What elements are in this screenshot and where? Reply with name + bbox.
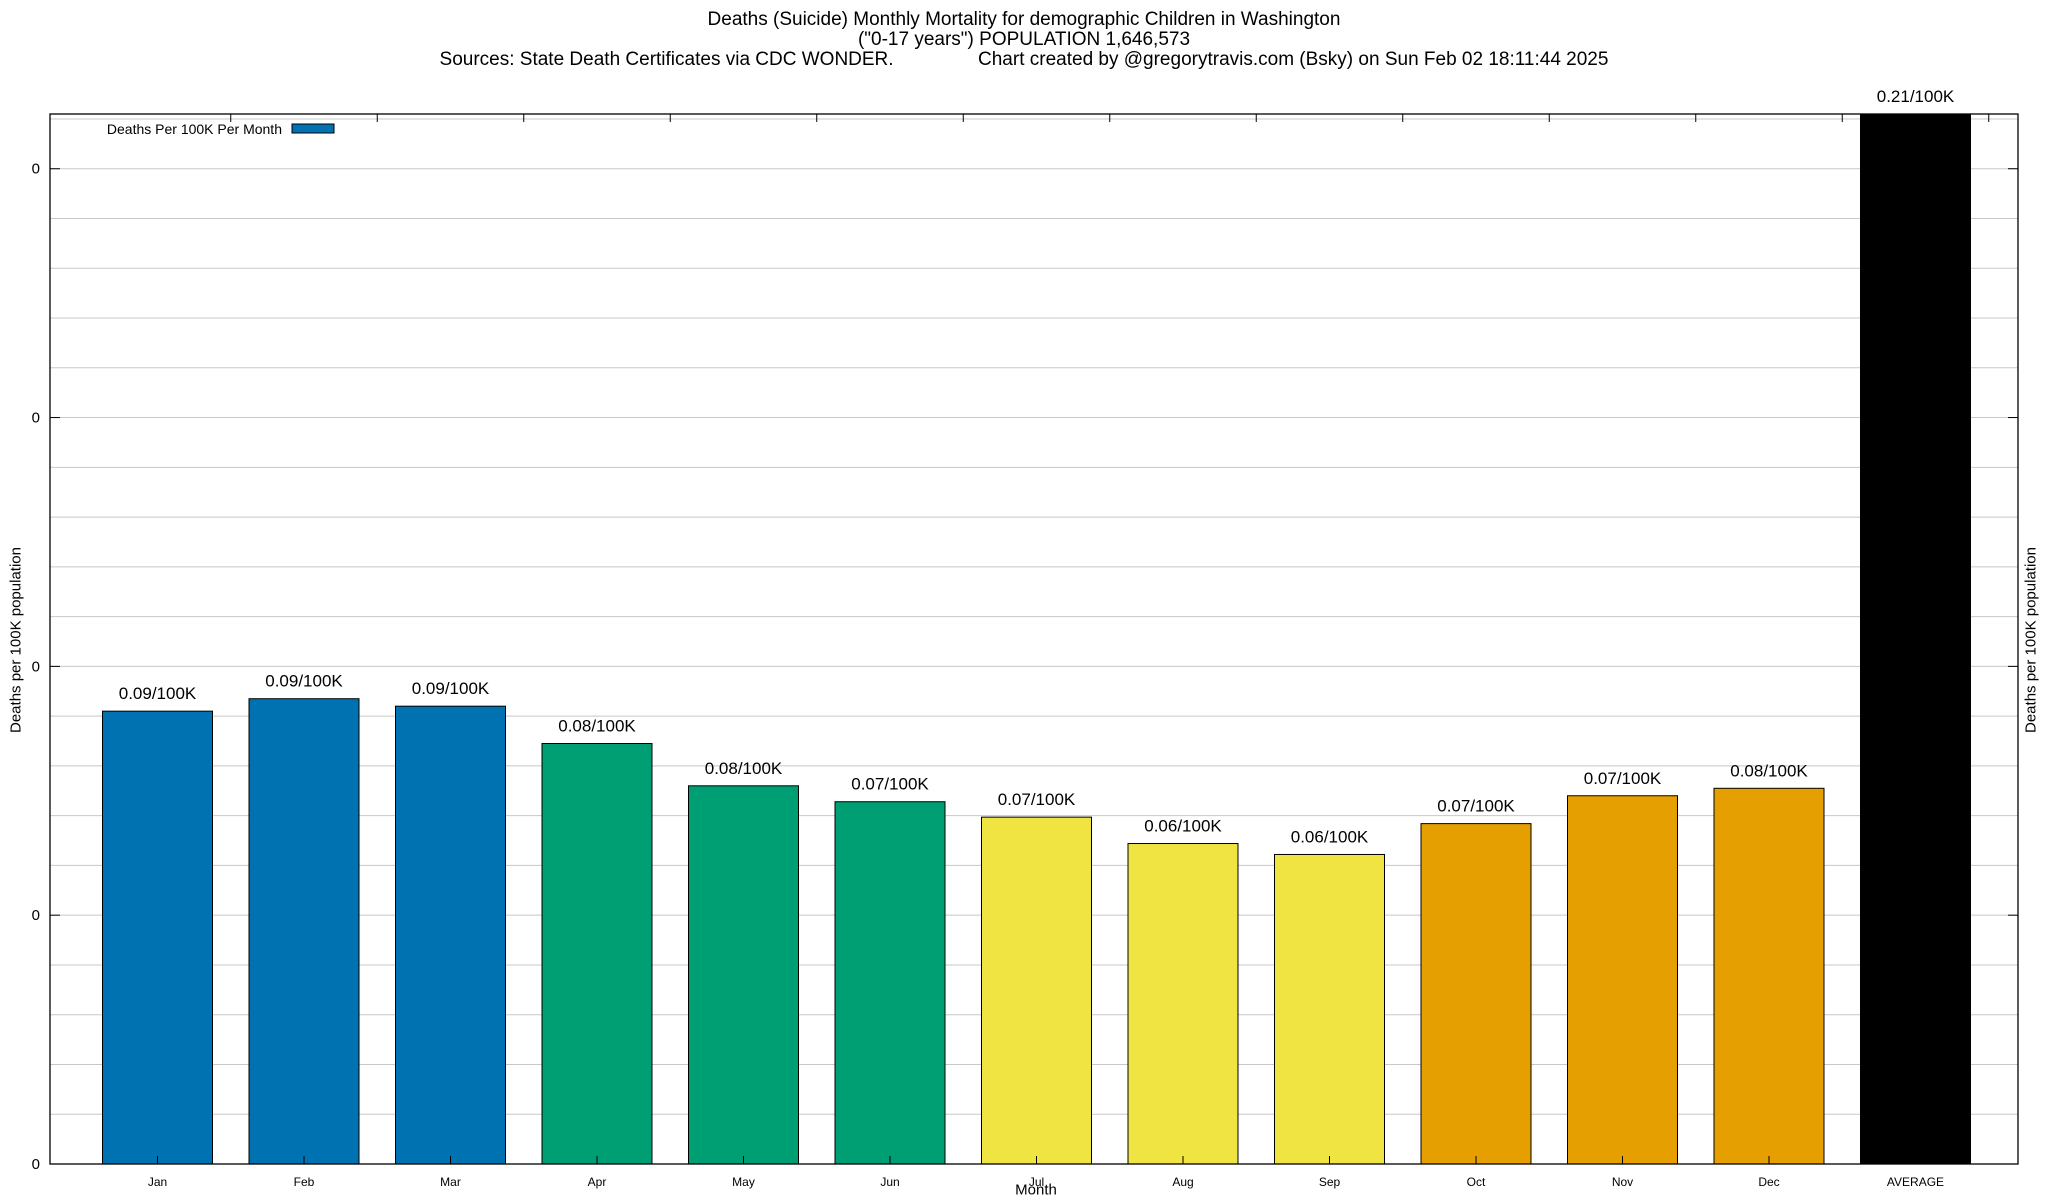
x-tick-label: Jul xyxy=(1029,1175,1044,1189)
y-axis-label-left: Deaths per 100K population xyxy=(7,547,25,733)
data-label: 0.06/100K xyxy=(1144,817,1222,836)
legend-label: Deaths Per 100K Per Month xyxy=(107,121,282,137)
data-label: 0.09/100K xyxy=(119,684,197,703)
y-tick-label: 0 xyxy=(32,1156,40,1173)
x-tick-label: Jun xyxy=(880,1175,899,1189)
bar-nov xyxy=(1567,795,1678,1165)
y-axis-label-right: Deaths per 100K population xyxy=(2022,547,2040,733)
legend-swatch xyxy=(291,123,335,134)
chart-title: Deaths (Suicide) Monthly Mortality for d… xyxy=(707,9,1341,30)
bar-dec xyxy=(1713,787,1825,1165)
bar-aug xyxy=(1127,843,1239,1165)
chart-sources-credit: Sources: State Death Certificates via CD… xyxy=(439,49,1609,70)
bars-layer xyxy=(102,113,1971,1165)
x-tick-label: Sep xyxy=(1319,1175,1341,1189)
y-tick-label: 0 xyxy=(32,907,40,924)
plot-frame xyxy=(49,113,2019,1165)
data-label: 0.07/100K xyxy=(851,775,929,794)
bar-oct xyxy=(1420,823,1532,1165)
data-label: 0.09/100K xyxy=(265,672,343,691)
y-tick-labels-layer: 0 0 0 0 0 xyxy=(32,161,2018,1173)
x-tick-label: May xyxy=(732,1175,755,1189)
data-label: 0.08/100K xyxy=(558,717,636,736)
y-tick-label: 0 xyxy=(32,658,40,675)
x-tick-label: Mar xyxy=(440,1175,461,1189)
data-label: 0.07/100K xyxy=(1584,769,1662,788)
bar-jul xyxy=(981,816,1092,1165)
y-tick-label: 0 xyxy=(32,161,40,178)
x-tick-label: Feb xyxy=(294,1175,315,1189)
data-label: 0.21/100K xyxy=(1877,87,1955,106)
data-label: 0.08/100K xyxy=(705,759,783,778)
bar-may xyxy=(688,785,799,1165)
y-tick-label: 0 xyxy=(32,410,40,427)
bar-jan xyxy=(102,710,213,1165)
chart-title-block: Deaths (Suicide) Monthly Mortality for d… xyxy=(0,10,2048,70)
x-axis-label: Month xyxy=(1015,1181,1057,1199)
x-tick-label: AVERAGE xyxy=(1887,1175,1944,1189)
x-tick-label: Nov xyxy=(1612,1175,1633,1189)
data-label: 0.06/100K xyxy=(1291,827,1369,846)
bar-jun xyxy=(834,801,946,1165)
data-labels-layer: 0.09/100K 0.09/100K 0.09/100K 0.08/100K 0.08… xyxy=(119,87,1955,846)
bar-apr xyxy=(541,743,653,1165)
data-label: 0.07/100K xyxy=(1437,797,1515,816)
x-tick-label: Aug xyxy=(1172,1175,1193,1189)
legend: Deaths Per 100K Per Month xyxy=(107,121,335,137)
bar-mar xyxy=(395,705,506,1165)
x-tick-labels-layer: Jan Feb Mar Apr May Jun Jul Aug Sep Oct Nov Dec AVER… xyxy=(148,1156,1944,1189)
bar-feb xyxy=(248,698,360,1165)
x-tick-label: Apr xyxy=(588,1175,607,1189)
x-tick-label: Jan xyxy=(148,1175,167,1189)
bar-sep xyxy=(1274,853,1385,1165)
bar-average xyxy=(1860,113,1971,1165)
data-label: 0.09/100K xyxy=(412,679,490,698)
x-tick-label: Oct xyxy=(1467,1175,1486,1189)
data-label: 0.08/100K xyxy=(1730,761,1808,780)
chart-subtitle-population: ("0-17 years") POPULATION 1,646,573 xyxy=(857,29,1191,50)
x-tick-label: Dec xyxy=(1758,1175,1779,1189)
data-label: 0.07/100K xyxy=(998,790,1076,809)
